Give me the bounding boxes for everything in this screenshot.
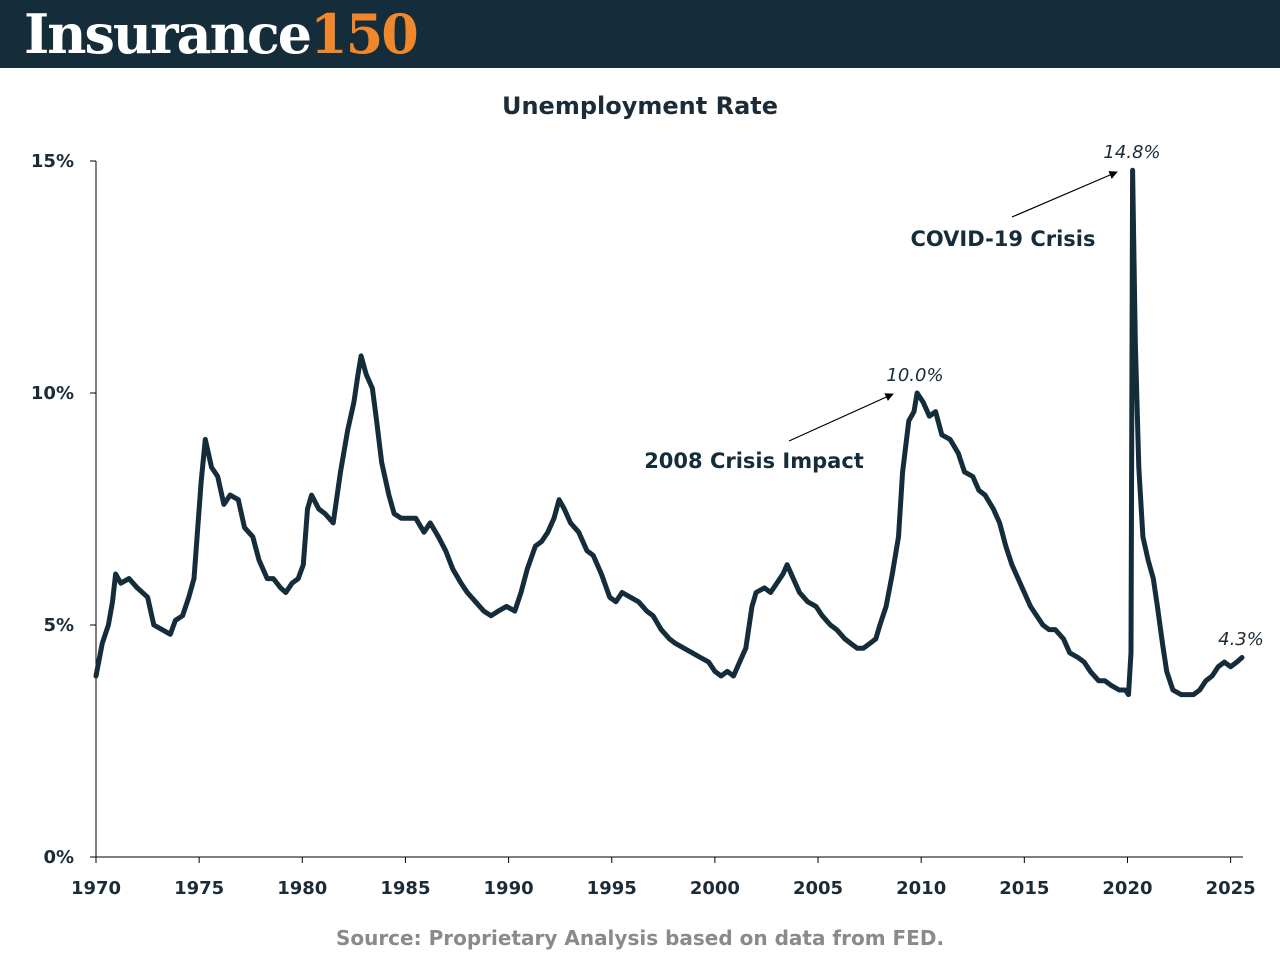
chart-title: Unemployment Rate [502,92,778,120]
x-tick-label: 1990 [484,878,534,899]
x-axis-ticks: 1970 1975 1980 1985 1990 1995 2000 2005 … [71,857,1256,899]
x-tick-label: 1970 [71,878,121,899]
x-tick-label: 2025 [1206,878,1256,899]
y-tick-label: 15% [31,151,74,172]
x-tick-label: 2000 [690,878,740,899]
latest-value-label: 4.3% [1218,629,1264,650]
x-tick-label: 1980 [277,878,327,899]
peak-covid-value: 14.8% [1103,142,1160,163]
y-tick-label: 0% [43,847,74,868]
logo-number: 150 [310,2,419,66]
peak-2008-value: 10.0% [886,365,943,386]
y-tick-label: 5% [43,615,74,636]
unemployment-chart: Unemployment Rate 0% 5% 10% 15% 1970 197… [31,92,1264,899]
x-tick-label: 2020 [1102,878,1152,899]
unemployment-rate-line [93,167,1245,698]
x-tick-label: 1995 [587,878,637,899]
source-note: Source: Proprietary Analysis based on da… [335,926,945,950]
logo-word: Insurance [24,2,312,66]
x-tick-label: 2005 [793,878,843,899]
y-tick-label: 10% [31,383,74,404]
x-tick-label: 1975 [174,878,224,899]
annotation-arrow-covid [1011,171,1118,218]
x-tick-label: 1985 [380,878,430,899]
y-axis-ticks: 0% 5% 10% 15% [31,151,96,868]
x-tick-label: 2010 [896,878,946,899]
crisis-2008-label: 2008 Crisis Impact [644,449,864,473]
covid-crisis-label: COVID-19 Crisis [910,227,1095,251]
brand-logo[interactable]: Insurance150 [24,2,419,66]
annotation-arrow-2008 [788,393,894,442]
x-tick-label: 2015 [999,878,1049,899]
header-bar: Insurance150 [0,0,1280,68]
